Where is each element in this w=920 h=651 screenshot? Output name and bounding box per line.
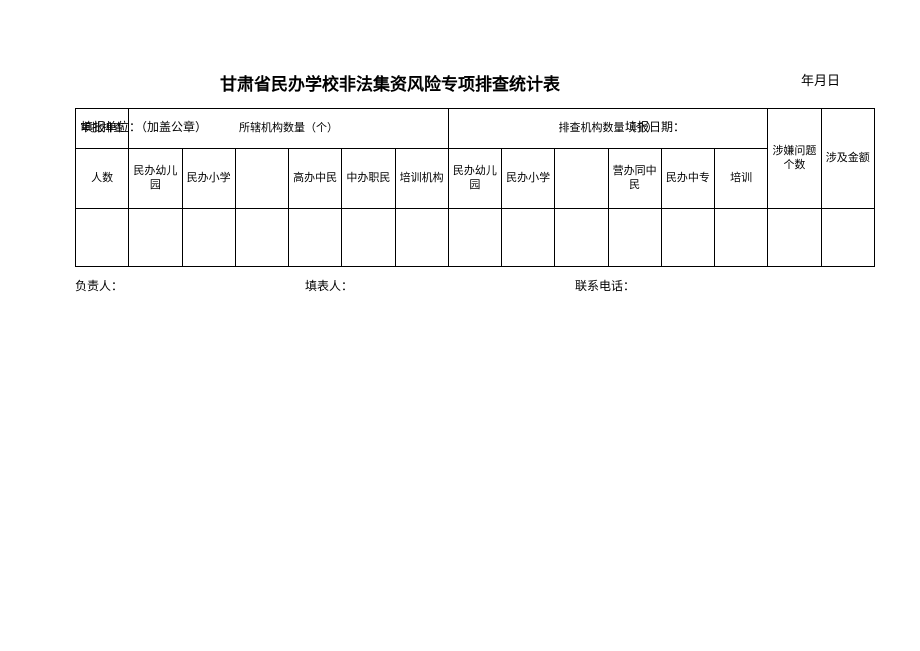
- title-row: 甘肃省民办学校非法集资风险专项排查统计表 年月日: [75, 70, 875, 100]
- header-cell: 涉及金额: [821, 109, 874, 209]
- header-cell: 排查机构数量（个）: [448, 109, 768, 149]
- footer-row: 负责人： 填表人： 联系电话：: [75, 277, 875, 307]
- data-cell: [235, 209, 288, 267]
- header-cell: 民办小学: [182, 149, 235, 209]
- data-cell: [395, 209, 448, 267]
- footer-phone: 联系电话：: [575, 277, 635, 294]
- header-cell: [235, 149, 288, 209]
- table-header-row-2: 人数 民办幼儿园 民办小学 高办中民 中办职民 培训机构 民办幼儿园 民办小学 …: [76, 149, 875, 209]
- data-cell: [342, 209, 395, 267]
- header-cell: 民办中专: [661, 149, 714, 209]
- data-cell: [129, 209, 182, 267]
- data-cell: [661, 209, 714, 267]
- data-cell: [289, 209, 342, 267]
- header-cell: 培训机构: [395, 149, 448, 209]
- table-data-row: [76, 209, 875, 267]
- data-cell: [502, 209, 555, 267]
- header-cell: 民办小学: [502, 149, 555, 209]
- header-cell: 营办同中民: [608, 149, 661, 209]
- data-cell: [555, 209, 608, 267]
- fill-unit-overlay: 填报单位：（加盖公章）: [81, 118, 207, 135]
- data-cell: [608, 209, 661, 267]
- report-date-overlay: 填报日期：: [625, 118, 685, 135]
- header-cell: 中办职民: [342, 149, 395, 209]
- header-cell: 民办幼儿园: [129, 149, 182, 209]
- data-cell: [182, 209, 235, 267]
- header-cell: 高办中民: [289, 149, 342, 209]
- data-cell: [76, 209, 129, 267]
- header-cell: 民办幼儿园: [448, 149, 501, 209]
- data-cell: [448, 209, 501, 267]
- header-cell: 人数: [76, 149, 129, 209]
- header-cell: 培训: [715, 149, 768, 209]
- data-cell: [768, 209, 821, 267]
- date-label: 年月日: [801, 70, 840, 89]
- header-cell: 涉嫌问题个数: [768, 109, 821, 209]
- footer-responsible: 负责人：: [75, 277, 123, 294]
- header-cell: [555, 149, 608, 209]
- data-cell: [715, 209, 768, 267]
- data-cell: [821, 209, 874, 267]
- footer-filler: 填表人：: [305, 277, 353, 294]
- page-title: 甘肃省民办学校非法集资风险专项排查统计表: [220, 70, 560, 95]
